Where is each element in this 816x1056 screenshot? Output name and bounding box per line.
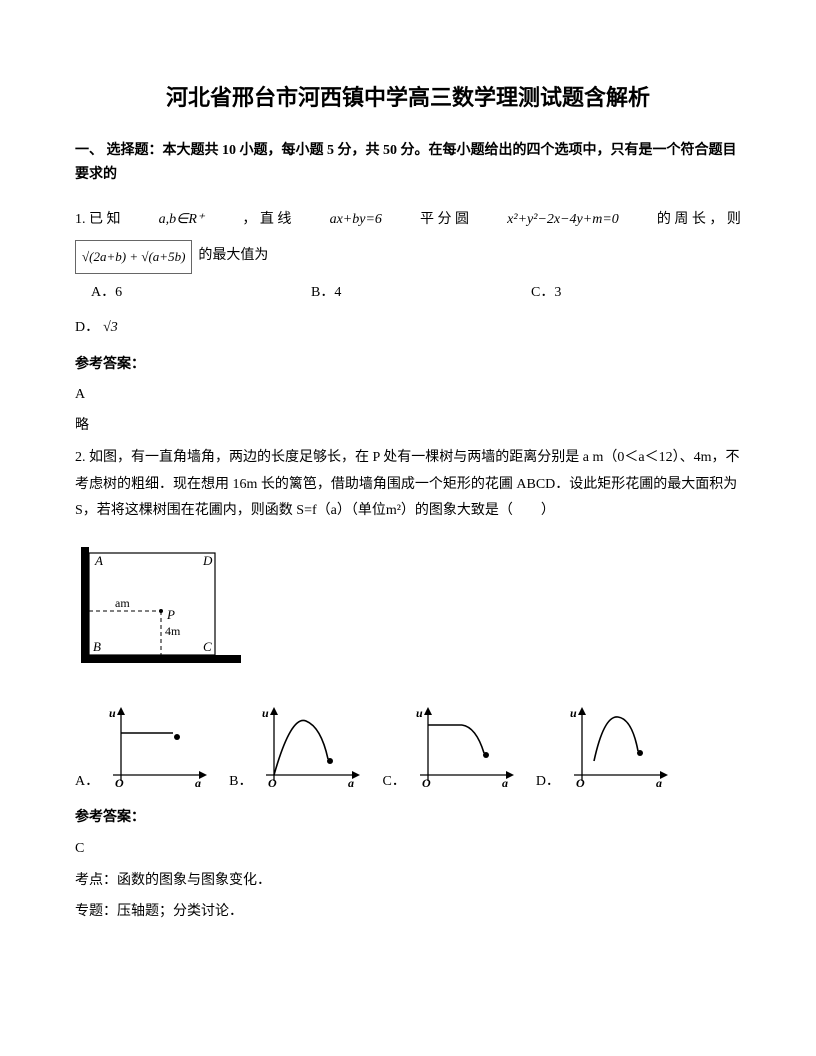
q1-optd-value: √3 <box>103 313 118 344</box>
label-C: C <box>203 639 212 654</box>
q1-condition: a,b∈R⁺ <box>159 205 205 236</box>
svg-text:O: O <box>268 776 277 790</box>
q1-answer-label: 参考答案： <box>75 354 741 376</box>
svg-text:u: u <box>262 706 269 720</box>
q2-rect-diagram: A D B C am P 4m <box>75 543 741 681</box>
q1-options-row: A．6 B．4 C．3 <box>91 278 741 309</box>
svg-text:O: O <box>115 776 124 790</box>
zhuanti-text: 压轴题；分类讨论． <box>117 904 243 919</box>
q1-line-1: 1. 已 知 a,b∈R⁺ ， 直 线 ax+by=6 平 分 圆 x²+y²−… <box>75 205 741 236</box>
label-D: D <box>202 553 213 568</box>
q1-option-a: A．6 <box>91 278 311 309</box>
page-title: 河北省邢台市河西镇中学高三数学理测试题含解析 <box>75 80 741 115</box>
svg-text:a: a <box>502 776 508 790</box>
kaodian-label: 考点： <box>75 873 117 888</box>
svg-text:u: u <box>570 706 577 720</box>
svg-text:O: O <box>422 776 431 790</box>
choice-c-label: C． <box>382 771 405 793</box>
section-1-header: 一、 选择题：本大题共 10 小题，每小题 5 分，共 50 分。在每小题给出的… <box>75 139 741 187</box>
q1-option-b: B．4 <box>311 278 531 309</box>
q1-circle-eq: x²+y²−2x−4y+m=0 <box>507 205 619 236</box>
choice-d-label: D． <box>536 771 560 793</box>
q1-answer: A <box>75 384 741 406</box>
label-P: P <box>166 607 175 622</box>
zhuanti-label: 专题： <box>75 904 117 919</box>
label-A: A <box>94 553 103 568</box>
q2-answer-label: 参考答案： <box>75 807 741 829</box>
q2-answer: C <box>75 838 741 860</box>
choice-c-graph: u O a <box>410 703 520 793</box>
q2-choice-b: B． u O a <box>229 703 366 793</box>
svg-text:O: O <box>576 776 585 790</box>
label-am: am <box>115 596 130 610</box>
q2-choice-c: C． u O a <box>382 703 519 793</box>
choice-b-graph: u O a <box>256 703 366 793</box>
q1-mid2: 平 分 圆 <box>420 205 469 236</box>
svg-text:a: a <box>348 776 354 790</box>
svg-text:u: u <box>109 706 116 720</box>
q1-mid3: 的 周 长 ， 则 <box>657 205 741 236</box>
label-4m: 4m <box>165 624 181 638</box>
svg-text:u: u <box>416 706 423 720</box>
svg-text:a: a <box>656 776 662 790</box>
kaodian-text: 函数的图象与图象变化． <box>117 873 271 888</box>
q1-mid1: ， 直 线 <box>242 205 291 236</box>
choice-b-label: B． <box>229 771 252 793</box>
q2-zhuanti: 专题：压轴题；分类讨论． <box>75 899 741 924</box>
rect-diagram-svg: A D B C am P 4m <box>75 543 245 673</box>
q1-optd-prefix: D． <box>75 313 99 344</box>
q1-option-d: D． √3 <box>75 313 741 344</box>
label-B: B <box>93 639 101 654</box>
svg-text:a: a <box>195 776 201 790</box>
q1-prefix: 1. 已 知 <box>75 205 121 236</box>
choice-a-graph: u O a <box>103 703 213 793</box>
choice-a-label: A． <box>75 771 99 793</box>
choice-d-graph: u O a <box>564 703 674 793</box>
q1-brief: 略 <box>75 415 741 437</box>
q2-kaodian: 考点：函数的图象与图象变化． <box>75 868 741 893</box>
q1-tail: 的最大值为 <box>198 241 268 272</box>
q1-option-c: C．3 <box>531 278 561 309</box>
q1-expression: √(2a+b) + √(a+5b) <box>75 240 192 275</box>
q2-choice-a: A． u O a <box>75 703 213 793</box>
q1-line-eq: ax+by=6 <box>330 205 382 236</box>
question-1: 1. 已 知 a,b∈R⁺ ， 直 线 ax+by=6 平 分 圆 x²+y²−… <box>75 205 741 344</box>
q2-choice-d: D． u O a <box>536 703 674 793</box>
question-2-text: 2. 如图，有一直角墙角，两边的长度足够长，在 P 处有一棵树与两墙的距离分别是… <box>75 445 741 525</box>
q2-choices-row: A． u O a B． u O a C． <box>75 703 741 793</box>
q1-line-2: √(2a+b) + √(a+5b) 的最大值为 <box>75 240 741 275</box>
